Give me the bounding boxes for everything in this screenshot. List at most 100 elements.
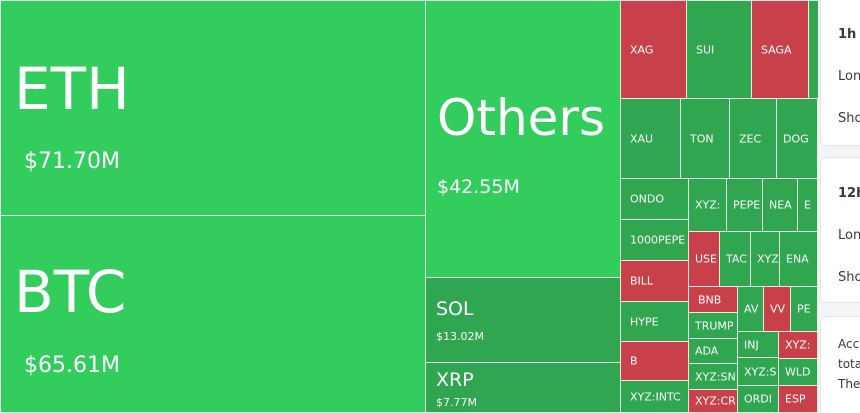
tile-xyz-intc[interactable]: XYZ:INTC [620,380,689,413]
stats-side-panel: 1h Lon Sho 12h Lon Sho Acc tota The [818,0,860,413]
tile-pe[interactable]: PE [790,286,818,332]
tile-bill-name: BILL [630,274,654,288]
tile-ondo-name: ONDO [630,192,665,206]
tile-xyz-cr[interactable]: XYZ:CR [688,389,738,413]
tile-xyz-cr-name: XYZ:CR [695,394,736,408]
tile-b-name: B [630,354,638,368]
tile-e-name: E [804,198,811,212]
tile-xyz-s-name: XYZ:S [744,365,777,378]
tile-sol-value: $13.02M [436,330,484,343]
tile-hype-name: HYPE [630,315,659,328]
tile-near-name: NEA [769,198,792,212]
stats-card-1h: 1h Lon Sho [820,0,860,146]
tile-xyz-3[interactable]: XYZ: [778,331,818,359]
tile-xyz-sn[interactable]: XYZ:SN [688,363,738,390]
tile-eth[interactable]: ETH $71.70M [0,0,426,216]
tile-b[interactable]: B [620,341,689,381]
tile-xrp[interactable]: XRP $7.77M [425,362,621,413]
tile-tac-name: TAC [726,252,747,266]
tile-near[interactable]: NEA [762,178,798,232]
info-card-line2: tota [838,357,860,371]
tile-inj-name: INJ [744,338,759,351]
tile-zec-name: ZEC [739,132,762,145]
tile-ton-name: TON [690,132,714,145]
tile-trump-name: TRUMP [695,319,734,332]
tile-xau-name: XAU [630,132,654,145]
tile-xyz-2-name: XYZ [757,252,779,266]
tile-zec[interactable]: ZEC [729,98,777,179]
card-12h-short-label: Sho [838,270,860,285]
tile-wld-name: WLD [785,365,811,379]
tile-esp-name: ESP [785,392,806,406]
tile-ada[interactable]: ADA [688,338,738,364]
tile-hype[interactable]: HYPE [620,301,689,342]
tile-sol-name: SOL [436,298,474,320]
tile-sol[interactable]: SOL $13.02M [425,277,621,363]
tile-xyz-1[interactable]: XYZ: [688,178,727,232]
tile-sui-name: SUI [696,43,715,56]
tile-vv[interactable]: VV [763,286,791,332]
tile-sui[interactable]: SUI [686,0,752,99]
tile-1000pepe[interactable]: 1000PEPE [620,219,689,261]
info-card-line3: The [838,377,860,391]
tile-xyz-3-name: XYZ: [785,338,811,352]
tile-use[interactable]: USE [688,231,720,287]
tile-xau[interactable]: XAU [620,98,681,179]
tile-ordi-name: ORDI [744,392,773,406]
tile-btc-name: BTC [14,258,127,326]
tile-eth-value: $71.70M [24,149,120,174]
tile-dog[interactable]: DOG [776,98,818,179]
tile-trump[interactable]: TRUMP [688,312,738,339]
tile-vv-name: VV [770,302,786,316]
tile-bnb[interactable]: BNB [688,286,738,313]
card-12h-long-label: Lon [838,228,860,243]
tile-tac[interactable]: TAC [719,231,751,287]
tile-esp[interactable]: ESP [778,385,818,413]
tile-xyz-1-name: XYZ: [695,198,721,212]
tile-bill[interactable]: BILL [620,260,689,302]
tile-eth-name: ETH [14,55,130,123]
tile-edge-1[interactable] [808,0,818,99]
tile-ondo[interactable]: ONDO [620,178,689,220]
tile-others[interactable]: Others $42.55M [425,0,621,278]
tile-inj[interactable]: INJ [737,331,779,358]
tile-bnb-name: BNB [698,293,722,306]
tile-saga[interactable]: SAGA [751,0,809,99]
tile-saga-name: SAGA [761,43,792,56]
card-12h-period: 12h [838,186,860,201]
tile-others-name: Others [437,89,606,147]
card-1h-short-label: Sho [838,111,860,126]
info-card: Acc tota The [820,316,860,413]
tile-xyz-s[interactable]: XYZ:S [737,357,779,386]
tile-ena[interactable]: ENA [779,231,818,287]
card-1h-period: 1h [838,27,857,42]
tile-ada-name: ADA [695,344,719,358]
tile-pepe-name: PEPE [733,198,761,212]
tile-e[interactable]: E [797,178,818,232]
tile-others-value: $42.55M [437,176,520,198]
tile-btc-value: $65.61M [24,353,120,378]
liquidation-treemap: ETH $71.70M BTC $65.61M Others $42.55M S… [0,0,818,413]
tile-btc[interactable]: BTC $65.61M [0,215,426,413]
tile-xyz-2[interactable]: XYZ [750,231,780,287]
tile-xag[interactable]: XAG [620,0,687,99]
tile-xyz-sn-name: XYZ:SN [695,370,736,383]
tile-use-name: USE [695,252,717,266]
tile-pe-name: PE [797,302,811,316]
card-1h-long-label: Lon [838,69,860,84]
tile-pepe[interactable]: PEPE [726,178,763,232]
stats-card-12h: 12h Lon Sho [820,157,860,303]
tile-ton[interactable]: TON [680,98,730,179]
tile-1000pepe-name: 1000PEPE [630,233,686,247]
tile-dog-name: DOG [783,132,809,145]
tile-av-name: AV [744,302,759,316]
tile-av[interactable]: AV [737,286,764,332]
tile-xrp-name: XRP [436,369,474,391]
tile-wld[interactable]: WLD [778,358,818,386]
tile-xyz-intc-name: XYZ:INTC [630,390,681,403]
tile-ordi[interactable]: ORDI [737,385,779,413]
tile-ena-name: ENA [786,252,809,266]
info-card-line1: Acc [838,337,860,351]
tile-xrp-value: $7.77M [436,396,477,409]
tile-xag-name: XAG [630,43,654,56]
